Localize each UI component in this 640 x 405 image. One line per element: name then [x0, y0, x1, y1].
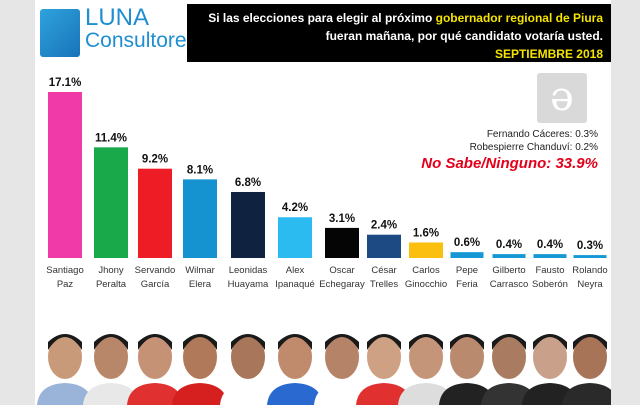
- headline-date: SEPTIEMBRE 2018: [494, 47, 603, 61]
- logo-name-line1: LUNA: [85, 4, 150, 31]
- candidate-photo: [37, 334, 93, 405]
- headline-line1: Si las elecciones para elegir al próximo: [208, 11, 436, 25]
- bar-value-label: 0.4%: [537, 239, 563, 251]
- bar-value-label: 2.4%: [371, 220, 397, 232]
- candidate-photos: [37, 334, 611, 405]
- bar-value-label: 0.4%: [496, 239, 522, 251]
- category-label: Ipanaqué: [275, 279, 315, 290]
- candidate-photo: [172, 334, 228, 405]
- candidate-photo: [439, 334, 495, 405]
- candidate-photo: [267, 334, 323, 405]
- category-label: Trelles: [370, 279, 398, 290]
- category-label: Echegaray: [319, 279, 365, 290]
- bar-value-label: 1.6%: [413, 227, 439, 239]
- bar: [450, 252, 484, 258]
- category-label: Pepe: [456, 265, 478, 276]
- category-label: Soberón: [532, 279, 568, 290]
- candidate-photo: [83, 334, 139, 405]
- headline-highlight: gobernador regional de Piura: [435, 11, 603, 25]
- bar: [367, 234, 401, 258]
- note-other-1: Fernando Cáceres: 0.3%: [486, 129, 598, 140]
- candidate-photo: [562, 334, 611, 405]
- luna-logo-icon: [40, 9, 80, 57]
- category-label: Wilmar: [185, 265, 215, 276]
- category-label: Carrasco: [490, 279, 529, 290]
- category-label: Paz: [57, 279, 74, 290]
- bar-value-label: 0.3%: [577, 240, 603, 252]
- bar: [48, 92, 82, 258]
- bar: [278, 217, 312, 258]
- category-label: Oscar: [329, 265, 354, 276]
- bar-value-label: 4.2%: [282, 202, 308, 214]
- no-sabe-note: No Sabe/Ninguno: 33.9%: [421, 155, 598, 172]
- bar: [573, 255, 607, 258]
- bar-value-label: 8.1%: [187, 164, 213, 176]
- bar-chart: 17.1% Santiago Paz 11.4% Jhony Peralta 9.2% Ser…: [46, 77, 607, 290]
- bar: [94, 147, 128, 258]
- category-label: Huayama: [228, 279, 269, 290]
- bar-value-label: 9.2%: [142, 154, 168, 166]
- candidate-photo: [398, 334, 454, 405]
- category-label: Gilberto: [492, 265, 525, 276]
- candidate-photo: [127, 334, 183, 405]
- category-label: Servando: [135, 265, 176, 276]
- bar: [492, 254, 526, 258]
- logo-name-line2: Consultores: [85, 29, 198, 52]
- headline: Si las elecciones para elegir al próximo…: [187, 4, 611, 62]
- watermark-logo-icon: ə: [537, 73, 587, 123]
- bar: [409, 242, 443, 258]
- category-label: Neyra: [577, 279, 603, 290]
- bar-value-label: 17.1%: [49, 77, 82, 89]
- bar: [138, 168, 172, 258]
- category-label: Santiago: [46, 265, 84, 276]
- category-label: Jhony: [98, 265, 124, 276]
- candidate-photo: [481, 334, 537, 405]
- category-label: Fausto: [535, 265, 564, 276]
- bar-value-label: 6.8%: [235, 177, 261, 189]
- luna-logo: LUNA Consultores: [35, 4, 197, 62]
- category-label: Peralta: [96, 279, 127, 290]
- category-label: Alex: [286, 265, 305, 276]
- category-label: Feria: [456, 279, 478, 290]
- headline-line2: fueran mañana, por qué candidato votaría…: [325, 29, 603, 43]
- bar-value-label: 3.1%: [329, 213, 355, 225]
- notes: Fernando Cáceres: 0.3% Robespierre Chand…: [421, 128, 598, 174]
- bar: [533, 254, 567, 258]
- candidate-photo: [356, 334, 412, 405]
- candidate-photo: [220, 334, 276, 405]
- category-label: César: [371, 265, 396, 276]
- bar: [231, 191, 265, 258]
- category-label: Leonidas: [229, 265, 268, 276]
- bar-value-label: 0.6%: [454, 237, 480, 249]
- bar: [183, 179, 217, 258]
- category-label: Rolando: [572, 265, 607, 276]
- bar: [325, 227, 359, 258]
- bar-value-label: 11.4%: [95, 132, 127, 144]
- category-label: Carlos: [412, 265, 440, 276]
- category-label: Ginocchio: [405, 279, 447, 290]
- category-label: García: [141, 279, 170, 290]
- note-other-2: Robespierre Chanduví: 0.2%: [469, 142, 598, 153]
- category-label: Elera: [189, 279, 212, 290]
- candidate-photo: [522, 334, 578, 405]
- candidate-photo: [314, 334, 370, 405]
